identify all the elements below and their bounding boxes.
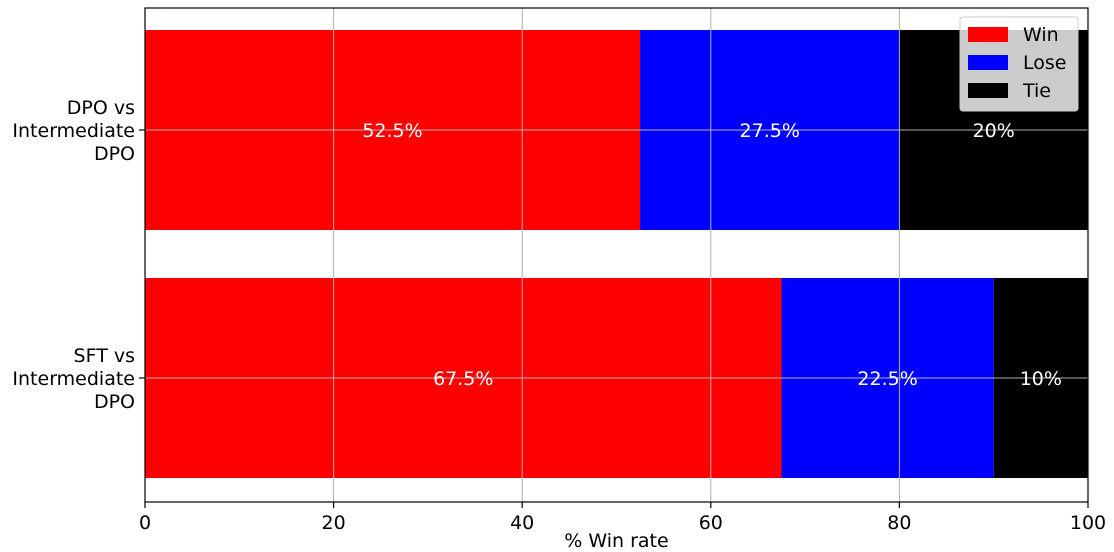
axes-frame	[144, 7, 1089, 503]
legend: Win Lose Tie	[959, 16, 1079, 112]
legend-label-win: Win	[1023, 24, 1059, 46]
x-tick-label: 20	[322, 512, 346, 534]
plot-frame	[144, 7, 1089, 503]
legend-swatch-win	[968, 27, 1008, 42]
bar-value-label: 20%	[973, 120, 1015, 142]
y-category-label: DPO vs Intermediate DPO	[12, 97, 135, 165]
x-tick-label: 40	[510, 512, 534, 534]
bar-value-label: 67.5%	[433, 368, 493, 390]
bars	[145, 30, 1088, 478]
legend-swatch-lose	[968, 55, 1008, 70]
x-tick-label: 80	[887, 512, 911, 534]
axis-ticks: 0 20 40 60 80 100 DPO vs Intermediate DPO SFT vs I…	[12, 97, 1106, 534]
bar-value-label: 22.5%	[857, 368, 917, 390]
legend-label-tie: Tie	[1022, 80, 1051, 102]
bar-value-label: 10%	[1020, 368, 1062, 390]
bar-value-label: 27.5%	[740, 120, 800, 142]
x-tick-label: 60	[699, 512, 723, 534]
bar-value-label: 52.5%	[362, 120, 422, 142]
x-tick-label: 0	[139, 512, 151, 534]
y-category-label: SFT vs Intermediate DPO	[12, 345, 135, 413]
bar-labels: 52.5% 27.5% 20% 67.5% 22.5% 10%	[362, 120, 1062, 390]
x-axis-title: % Win rate	[564, 530, 668, 552]
x-tick-label: 100	[1070, 512, 1106, 534]
legend-swatch-tie	[968, 83, 1008, 98]
legend-label-lose: Lose	[1023, 52, 1066, 74]
